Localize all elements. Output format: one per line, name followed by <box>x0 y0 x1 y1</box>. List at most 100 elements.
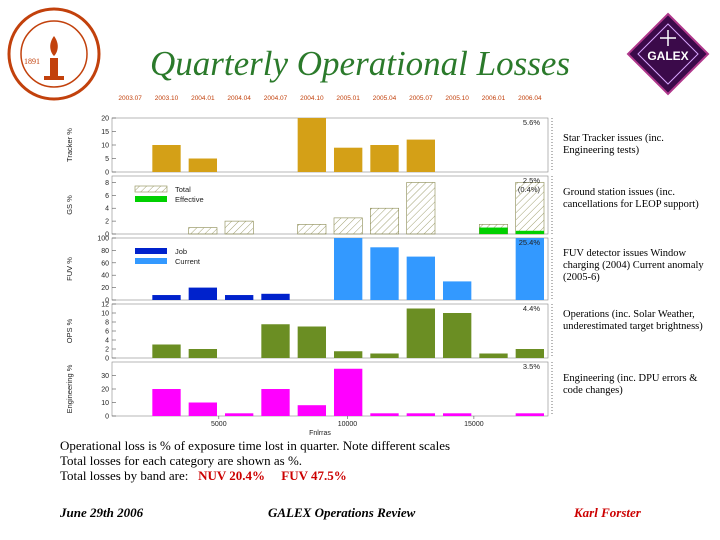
y-tick-label: 12 <box>101 302 109 309</box>
notes-line-3: Total losses by band are: NUV 20.4% FUV … <box>60 468 620 483</box>
y-tick-label: 10 <box>101 143 109 150</box>
y-tick-label: 4 <box>105 338 109 345</box>
legend-swatch <box>134 185 168 193</box>
bar <box>297 118 327 172</box>
category-label-tracker: Star Tracker issues (inc. Engineering te… <box>563 133 664 156</box>
bar <box>261 324 290 358</box>
bar <box>370 247 399 300</box>
bar <box>370 207 399 235</box>
notes-line-1: Operational loss is % of exposure time l… <box>60 438 451 453</box>
top-date-label: 2005.10 <box>445 95 469 102</box>
bar <box>188 402 218 416</box>
bar <box>479 353 508 358</box>
top-date-label: 2003.10 <box>155 95 179 102</box>
bar <box>442 413 472 416</box>
bar <box>224 295 254 300</box>
bar <box>406 308 436 358</box>
y-tick-label: 6 <box>105 329 109 336</box>
panel-total-label: 25.4% <box>519 238 541 247</box>
bar <box>224 413 254 416</box>
x-tick-label: 5000 <box>211 421 227 428</box>
top-date-label: 2004.10 <box>300 95 324 102</box>
panel-total-label: 5.6% <box>523 118 540 127</box>
bar <box>406 182 436 235</box>
y-tick-label: 4 <box>105 206 109 213</box>
slide-title: Quarterly Operational Losses <box>150 44 570 83</box>
bar <box>188 158 218 172</box>
legend-swatch <box>135 258 167 264</box>
category-label-engineering: Engineering (inc. DPU errors & code chan… <box>563 373 698 396</box>
galex-logo-text: GALEX <box>647 49 688 63</box>
y-tick-label: 2 <box>105 347 109 354</box>
y-tick-label: 0 <box>105 298 109 305</box>
y-tick-label: 15 <box>101 129 109 136</box>
top-date-label: 2005.01 <box>336 95 360 102</box>
bar <box>406 413 436 416</box>
bar <box>297 224 327 235</box>
legend-label: Job <box>175 247 187 256</box>
bar <box>370 353 399 358</box>
caltech-logo: 1891 <box>7 7 101 101</box>
bar <box>370 413 399 416</box>
category-label-ops: Operations (inc. Solar Weather, underest… <box>563 309 703 332</box>
nuv-total: NUV 20.4% <box>198 468 266 483</box>
top-date-label: 2003.07 <box>118 95 142 102</box>
legend-swatch <box>135 196 167 202</box>
y-tick-label: 0 <box>105 170 109 177</box>
footer-date: June 29th 2006 <box>60 505 144 520</box>
bar <box>333 238 363 300</box>
y-axis-label: Engineering % <box>65 364 74 413</box>
bar <box>152 389 181 416</box>
y-tick-label: 0 <box>105 232 109 239</box>
panel-total-label: 4.4% <box>523 304 540 313</box>
top-date-label: 2006.01 <box>482 95 506 102</box>
legend-label: Total <box>175 185 191 194</box>
bar <box>224 220 254 235</box>
panel-total-label: 3.5% <box>523 362 540 371</box>
bar <box>261 389 290 416</box>
legend-label: Current <box>175 257 201 266</box>
y-tick-label: 30 <box>101 373 109 380</box>
category-label-fuv: FUV detector issues Window charging (200… <box>563 248 704 283</box>
y-tick-label: 60 <box>101 260 109 267</box>
notes: Operational loss is % of exposure time l… <box>60 438 620 483</box>
y-tick-label: 10 <box>101 311 109 318</box>
y-tick-label: 5 <box>105 156 109 163</box>
panel-sub-label: (0.4%) <box>518 185 541 194</box>
y-tick-label: 2 <box>105 219 109 226</box>
top-date-label: 2004.07 <box>264 95 288 102</box>
bar <box>188 287 218 300</box>
bar <box>333 351 363 358</box>
x-tick-label: 15000 <box>464 421 484 428</box>
footer-center: GALEX Operations Review <box>268 505 416 520</box>
bar <box>406 139 436 172</box>
fuv-total: FUV 47.5% <box>281 468 347 483</box>
y-tick-label: 0 <box>105 356 109 363</box>
legend-label: Effective <box>175 195 204 204</box>
panel-frame <box>111 237 549 301</box>
y-axis-label: Tracker % <box>65 128 74 162</box>
caltech-year: 1891 <box>24 57 40 66</box>
y-tick-label: 80 <box>101 248 109 255</box>
x-tick-label: 10000 <box>338 421 358 428</box>
y-tick-label: 0 <box>105 414 109 421</box>
y-tick-label: 10 <box>101 400 109 407</box>
bar <box>479 227 508 234</box>
y-tick-label: 20 <box>101 285 109 292</box>
y-tick-label: 40 <box>101 273 109 280</box>
bar <box>188 349 218 358</box>
bar <box>297 326 327 358</box>
y-tick-label: 20 <box>101 387 109 394</box>
bar <box>152 145 181 172</box>
panel-total-label: 2.5% <box>523 176 540 185</box>
top-date-label: 2005.04 <box>373 95 397 102</box>
y-axis-label: FUV % <box>65 257 74 281</box>
top-date-label: 2005.07 <box>409 95 433 102</box>
bar <box>333 217 363 235</box>
bar <box>333 368 363 416</box>
notes-line-2: Total losses for each category are shown… <box>60 453 303 468</box>
bar <box>152 295 181 300</box>
x-axis-label: Fnlrras <box>309 430 331 437</box>
y-tick-label: 20 <box>101 116 109 123</box>
